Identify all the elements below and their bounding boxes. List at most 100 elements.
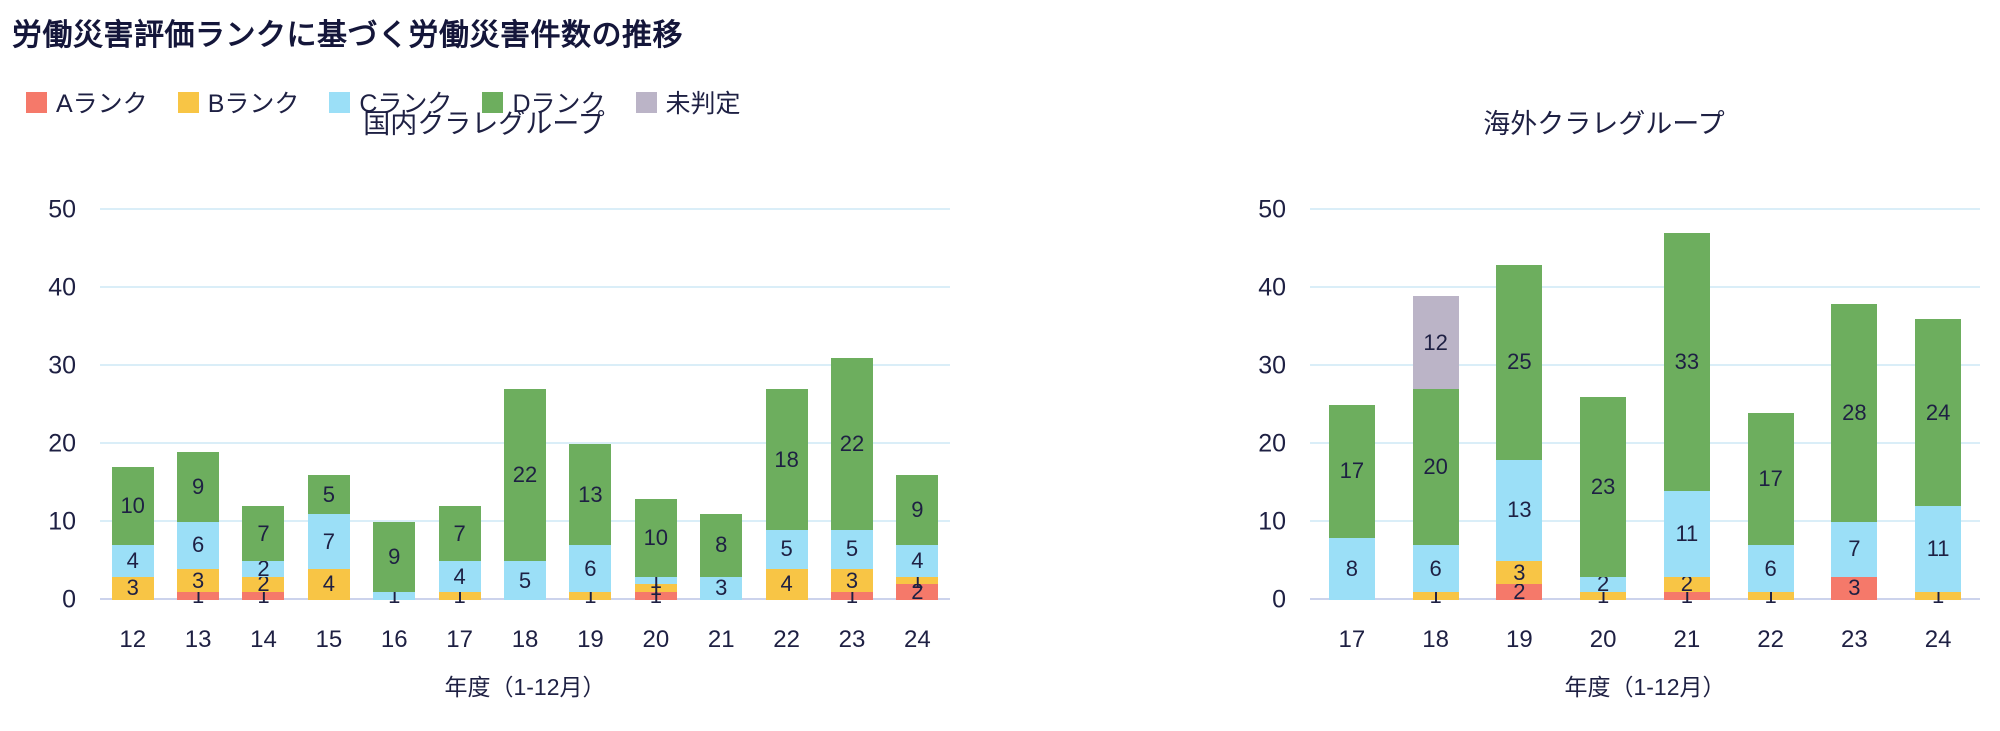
chart-title-overseas: 海外クラレグループ <box>1483 109 1725 139</box>
bar-segment: 6 <box>177 522 220 569</box>
bar-segment: 4 <box>896 545 939 577</box>
y-tick-label: 40 <box>48 273 76 302</box>
bar-segment: 13 <box>1496 459 1543 562</box>
data-label: 4 <box>126 548 139 574</box>
data-label: 6 <box>1429 555 1442 581</box>
plot-area-overseas: 8 17 1 6 20 12 2 3 13 25 1 2 23 1 2 11 33 1 6 17 3 7 28 1 11 24 <box>1310 208 1980 607</box>
bar-segment: 3 <box>111 576 154 600</box>
x-axis-labels-domestic: 12 13 14 15 16 17 18 19 20 21 22 23 24 <box>100 600 950 654</box>
bar-segment: 8 <box>700 514 743 577</box>
bar-segment: 1 <box>1412 585 1459 607</box>
bar-segment: 28 <box>1831 303 1878 523</box>
stacked-bar-domestic-19: 1 6 13 <box>569 444 612 607</box>
data-label: 7 <box>1848 536 1861 562</box>
bar-segment: 1 <box>1747 585 1794 607</box>
bar-segment: 8 <box>1328 537 1375 600</box>
data-label: 11 <box>1926 536 1950 562</box>
bar-segment: 7 <box>242 506 285 562</box>
bar-segment: 17 <box>1328 405 1375 538</box>
data-label: 17 <box>1339 458 1365 484</box>
data-label: 10 <box>643 524 669 550</box>
data-label: 5 <box>845 536 859 562</box>
chart-title-domestic: 国内クラレグループ <box>363 109 605 139</box>
x-axis-label: 18 <box>1422 626 1449 653</box>
x-axis-labels-overseas: 17 18 19 20 21 22 23 24 <box>1310 600 1980 654</box>
data-label: 5 <box>322 481 335 507</box>
x-axis-label: 17 <box>1338 626 1366 653</box>
x-axis-label: 22 <box>1757 626 1784 653</box>
bar-segment: 9 <box>373 522 416 593</box>
y-tick-label: 0 <box>1272 585 1286 614</box>
plot-area-domestic: 3 4 10 1 3 6 9 1 2 2 7 4 7 5 1 9 1 4 7 5 22 1 6 13 1 1 1 10 3 8 4 5 18 1 3… <box>100 208 950 607</box>
y-tick-label: 20 <box>1258 429 1286 458</box>
x-axis-label: 19 <box>577 626 604 653</box>
data-label: 9 <box>388 544 401 570</box>
bar-segment: 17 <box>1747 412 1794 546</box>
page-title: 労働災害評価ランクに基づく労働災害件数の推移 <box>12 19 683 52</box>
stacked-bar-overseas-22: 1 6 17 <box>1747 412 1794 607</box>
x-axis-label: 22 <box>773 626 800 653</box>
legend-label-b-rank: Bランク <box>207 90 300 118</box>
x-axis-title-domestic: 年度（1-12月） <box>444 674 606 700</box>
bar-segment: 18 <box>765 389 808 530</box>
x-axis-label: 24 <box>904 626 931 653</box>
bar-segment: 5 <box>830 529 873 569</box>
data-label: 5 <box>518 567 532 593</box>
y-tick-label: 30 <box>1258 351 1286 380</box>
data-label: 23 <box>1590 473 1616 499</box>
bar-slot-overseas-18: 1 6 20 12 <box>1394 210 1478 607</box>
data-label: 28 <box>1842 399 1867 425</box>
bar-segment: 2 <box>1580 573 1627 595</box>
bar-slot-overseas-22: 1 6 17 <box>1729 210 1813 607</box>
bar-segment: 5 <box>504 561 547 600</box>
stacked-bar-domestic-20: 1 1 1 10 <box>634 498 677 607</box>
data-label: 2 <box>1513 579 1526 605</box>
x-axis-label: 24 <box>1924 626 1952 653</box>
data-label: 3 <box>1513 559 1526 585</box>
bar-segment: 1 <box>177 585 220 607</box>
data-label: 7 <box>257 520 270 546</box>
bar-segment: 7 <box>307 514 350 569</box>
x-axis-label: 20 <box>1589 626 1617 653</box>
bar-segment: 25 <box>1496 264 1543 460</box>
data-label: 3 <box>1848 575 1861 601</box>
bar-segment: 1 <box>896 569 939 591</box>
bar-segment: 9 <box>896 475 939 546</box>
y-tick-label: 30 <box>48 351 76 380</box>
bar-segment: 1 <box>438 585 481 607</box>
bar-segment: 7 <box>438 506 481 562</box>
bar-segment: 1 <box>634 569 677 591</box>
bar-slot-domestic-15: 4 7 5 <box>296 210 361 600</box>
x-axis-label: 19 <box>1506 626 1533 653</box>
stacked-bar-overseas-20: 1 2 23 <box>1580 397 1627 607</box>
data-label: 3 <box>845 567 859 593</box>
legend: Aランク Bランク Cランク Dランク 未判定 <box>26 84 741 120</box>
bar-slot-overseas-23: 3 7 28 <box>1813 210 1897 600</box>
data-label: 3 <box>715 575 728 601</box>
y-tick-label: 20 <box>48 429 76 458</box>
bar-segment: 13 <box>569 444 612 546</box>
bar-segment: 3 <box>830 567 873 593</box>
legend-item-a-rank: Aランク <box>26 84 148 120</box>
bar-segment: 33 <box>1663 233 1710 491</box>
bar-segment: 2 <box>242 573 285 595</box>
gridline <box>100 208 950 210</box>
data-label: 8 <box>715 532 728 558</box>
bar-slot-domestic-22: 4 5 18 <box>754 210 819 600</box>
x-axis-label: 20 <box>642 626 670 653</box>
data-label: 20 <box>1423 454 1448 480</box>
bar-segment: 10 <box>111 467 154 546</box>
bar-segment: 3 <box>700 575 743 601</box>
data-label: 3 <box>191 567 205 593</box>
x-axis-label: 17 <box>446 626 473 653</box>
bar-segment: 5 <box>307 475 350 515</box>
x-axis-label: 12 <box>119 626 147 653</box>
legend-swatch-a-rank <box>26 91 47 113</box>
data-label: 2 <box>911 579 924 605</box>
data-label: 13 <box>1507 497 1532 523</box>
legend-item-d-rank: Dランク <box>482 84 606 120</box>
bar-slot-domestic-23: 1 3 5 22 <box>819 210 884 607</box>
